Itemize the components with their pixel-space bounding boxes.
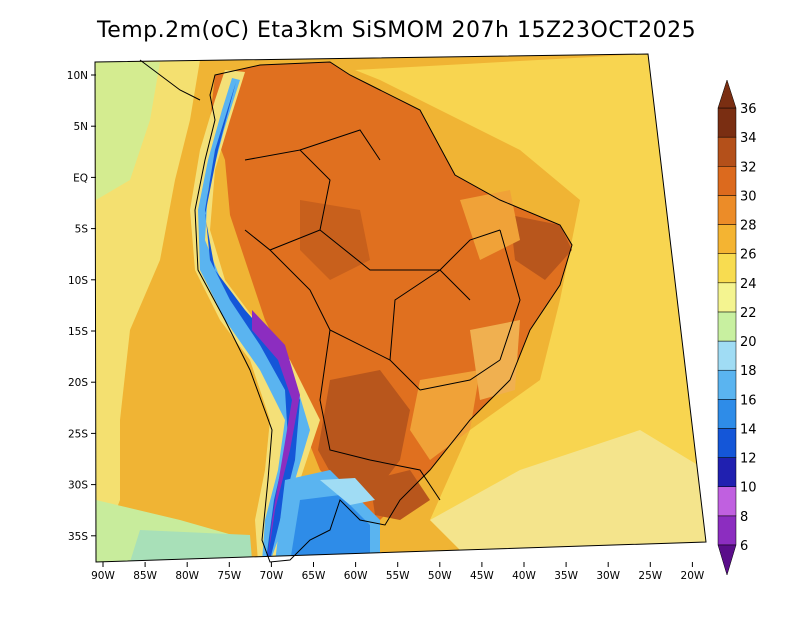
colorbar-swatch: [717, 224, 737, 254]
colorbar-swatch: [717, 166, 737, 196]
hot-northeast: [510, 215, 572, 280]
colorbar-label: 20: [740, 335, 757, 350]
hot-central-west: [318, 370, 410, 500]
east-milder: [470, 320, 520, 400]
colorbar-swatch: [717, 107, 737, 138]
colorbar-swatch: [717, 428, 737, 458]
country-borders: [139, 59, 573, 563]
y-tick-label: 20S: [68, 377, 88, 389]
border-brazil-north: [319, 229, 471, 301]
pampas-mild: [320, 478, 375, 505]
x-tick-label: 55W: [386, 570, 410, 582]
hot-amazon: [300, 200, 370, 280]
y-tick-label: 10S: [68, 275, 88, 287]
x-axis: 90W 85W 80W 75W 70W 65W 60W 55W 50W 45W 40W 35W 30W 2…: [91, 562, 705, 582]
south-atlantic-zone: [430, 430, 706, 560]
border-colombia-peru: [244, 149, 331, 251]
colorbar-label: 10: [740, 481, 757, 496]
border-se-states: [419, 359, 501, 391]
map-frame: [94, 53, 707, 563]
pacific-south-cool: [130, 530, 252, 562]
border-venezuela: [299, 129, 381, 161]
colorbar-swatch: [717, 457, 737, 487]
pacific-north-zone: [95, 62, 160, 200]
colorbar-label: 6: [740, 539, 748, 554]
y-tick-label: 5S: [75, 224, 89, 236]
colorbar-swatch: [717, 253, 737, 284]
andes-coldest: [252, 310, 300, 558]
y-tick-label: 25S: [68, 428, 88, 440]
y-axis: 10N 5N EQ 5S 10S 15S 20S 25S 30S 35S: [67, 70, 96, 543]
chart-title-text: Temp.2m(oC) Eta3km SiSMOM 207h 15Z23OCT2…: [97, 18, 697, 43]
colorbar-label: 36: [740, 102, 757, 117]
colorbar-swatch: [717, 282, 737, 313]
colorbar-swatch: [717, 311, 737, 342]
continent-outline: [194, 61, 573, 563]
colorbar-swatch: [717, 369, 737, 400]
colorbar-bottom-extend: [717, 544, 737, 576]
y-tick-label: 10N: [67, 70, 88, 82]
northeast-milder: [460, 190, 520, 260]
colorbar-label: 32: [740, 160, 757, 175]
colorbar-label: 12: [740, 452, 757, 467]
border-central: [389, 269, 441, 361]
colorbar: 6 8 10 12 14 16 18 20 22 24 26 28 30 32 34 36: [717, 79, 757, 576]
colorbar-label: 30: [740, 189, 757, 204]
x-tick-label: 70W: [260, 570, 284, 582]
x-tick-label: 30W: [596, 570, 620, 582]
colorbar-label: 8: [740, 510, 748, 525]
x-tick-label: 50W: [428, 570, 452, 582]
colorbar-label: 34: [740, 131, 757, 146]
colorbar-label: 26: [740, 248, 757, 263]
colorbar-swatch: [717, 399, 737, 429]
x-tick-label: 35W: [554, 570, 578, 582]
temperature-field: [95, 54, 706, 562]
border-central-america: [139, 59, 201, 101]
border-bahia: [499, 229, 521, 361]
colorbar-label: 28: [740, 219, 757, 234]
y-tick-label: 35S: [68, 531, 88, 543]
border-uruguay: [369, 459, 441, 501]
y-tick-label: 30S: [68, 480, 88, 492]
hot-rio-grande: [370, 470, 430, 520]
x-tick-label: 25W: [638, 570, 662, 582]
pacific-coast-zone: [95, 60, 200, 562]
colorbar-label: 18: [740, 364, 757, 379]
colorbar-swatch: [717, 195, 737, 225]
x-tick-label: 80W: [175, 570, 199, 582]
x-tick-label: 60W: [344, 570, 368, 582]
colorbar-swatch: [717, 486, 737, 517]
colorbar-label: 16: [740, 393, 757, 408]
colorbar-label: 22: [740, 306, 757, 321]
y-tick-label: 5N: [73, 121, 88, 133]
colorbar-swatch: [717, 136, 737, 167]
atlantic-warm-zone: [355, 54, 706, 560]
border-paraguay: [319, 329, 371, 461]
x-tick-label: 20W: [681, 570, 705, 582]
x-tick-label: 90W: [91, 570, 115, 582]
colorbar-swatch: [717, 515, 737, 546]
colorbar-top-extend: [717, 79, 737, 109]
colorbar-label: 24: [740, 277, 757, 292]
y-tick-label: 15S: [68, 326, 88, 338]
x-tick-label: 65W: [302, 570, 326, 582]
x-tick-label: 40W: [512, 570, 536, 582]
x-tick-label: 85W: [133, 570, 157, 582]
y-tick-label: EQ: [73, 172, 88, 184]
x-tick-label: 75W: [217, 570, 241, 582]
colorbar-swatch: [717, 340, 737, 371]
colorbar-label: 14: [740, 422, 757, 437]
x-tick-label: 45W: [470, 570, 494, 582]
southeast-milder: [410, 370, 480, 460]
border-ne-states: [439, 229, 501, 271]
